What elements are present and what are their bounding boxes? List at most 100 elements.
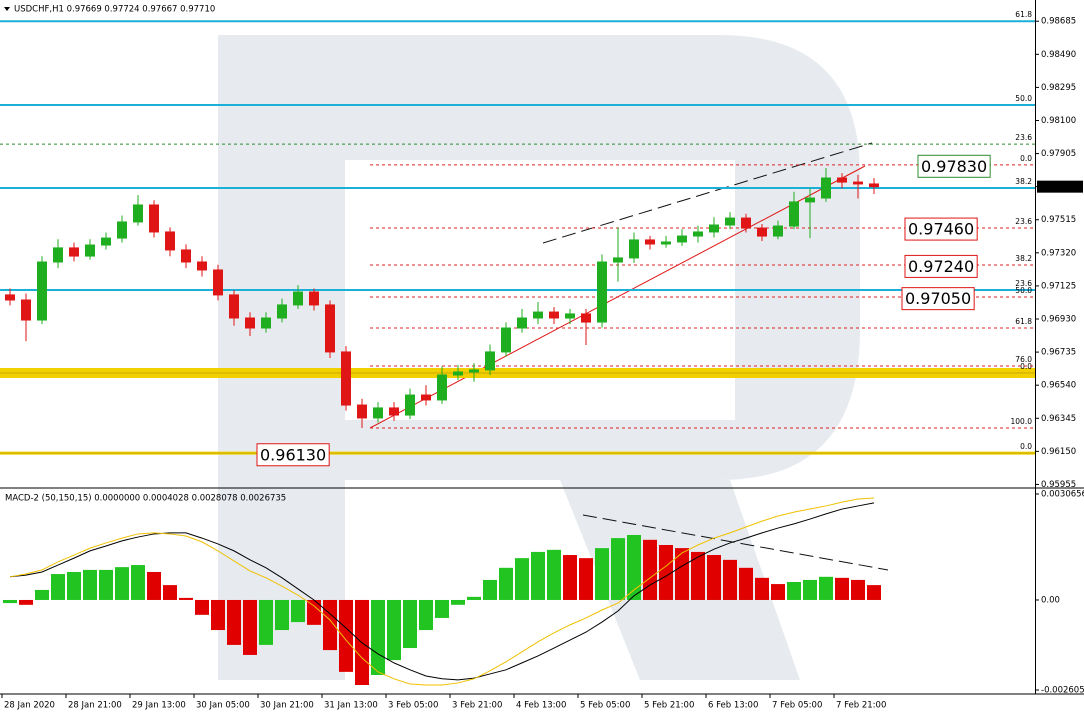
y-tick-label: 0.97905 <box>1041 149 1076 159</box>
y-tick-label: 0.97320 <box>1041 248 1076 258</box>
candle-body <box>629 239 639 259</box>
histogram-bar <box>211 599 225 631</box>
candle-body <box>533 311 543 319</box>
price-label-box <box>904 254 978 278</box>
histogram-bar <box>179 597 193 600</box>
fib-label: 23.6 <box>1015 279 1032 288</box>
y-tick-label: -0.002605 <box>1041 686 1084 696</box>
fib-label: 23.6 <box>1015 217 1032 226</box>
candle-body <box>53 247 63 263</box>
histogram-bar <box>499 567 513 600</box>
x-tick-label: 7 Feb 21:00 <box>836 701 886 711</box>
price-label: 0.97460 <box>908 220 974 239</box>
y-tick-label: 0.0030656 <box>1041 489 1084 499</box>
candle-body <box>309 291 319 306</box>
candle-body <box>597 261 607 323</box>
x-tick-label: 5 Feb 21:00 <box>644 701 694 711</box>
histogram-bar <box>563 555 577 600</box>
x-tick-label: 31 Jan 13:00 <box>324 701 378 711</box>
candle-body <box>149 204 159 233</box>
candle-body <box>869 183 879 188</box>
candle-body <box>229 294 239 319</box>
candle-body <box>453 371 463 376</box>
histogram-bar <box>99 569 113 600</box>
candle-body <box>837 177 847 183</box>
candle-body <box>517 317 527 329</box>
histogram-bar <box>531 551 545 600</box>
histogram-bar <box>627 534 641 600</box>
candle-body <box>213 269 223 296</box>
histogram-bar <box>835 577 849 600</box>
price-label-box <box>904 217 978 241</box>
y-tick-label: 0.96150 <box>1041 447 1076 457</box>
candle-body <box>645 239 655 245</box>
candle-body <box>197 261 207 271</box>
histogram-bar <box>115 567 129 600</box>
y-tick-label: 0.97710 <box>1041 182 1076 192</box>
price-label: 0.97240 <box>908 257 974 276</box>
y-tick-label: 0.97125 <box>1041 281 1076 291</box>
histogram-bar <box>147 571 161 600</box>
candle-body <box>741 217 751 229</box>
candle-body <box>5 294 15 301</box>
fib-label: 61.8 <box>1015 317 1032 326</box>
candle-body <box>661 241 671 245</box>
trend-line <box>542 142 873 244</box>
candle-body <box>165 231 175 251</box>
fib-label: 100.0 <box>1011 417 1033 426</box>
price-label: 0.97050 <box>905 289 971 308</box>
price-label-box <box>901 287 975 311</box>
fib-label: 76.0 <box>1015 355 1032 364</box>
fib-label: 0.0 <box>1020 154 1032 163</box>
histogram-bar <box>803 579 817 600</box>
menu-triangle <box>4 7 10 11</box>
fib-label: 38.2 <box>1015 254 1032 263</box>
candle-body <box>773 225 783 237</box>
y-tick-label: 0.00 <box>1041 595 1060 605</box>
histogram-bar <box>691 551 705 600</box>
x-tick-label: 30 Jan 21:00 <box>260 701 314 711</box>
candle-body <box>261 317 271 329</box>
y-tick-label: 0.96345 <box>1041 414 1076 424</box>
histogram-bar <box>755 577 769 600</box>
histogram-bar <box>643 539 657 600</box>
candle-body <box>373 407 383 419</box>
histogram-bar <box>371 599 385 675</box>
histogram-bar <box>851 579 865 600</box>
histogram-bar <box>435 599 449 618</box>
candle-body <box>181 249 191 263</box>
histogram-bar <box>467 596 481 600</box>
histogram-bar <box>595 548 609 600</box>
candle-body <box>293 291 303 306</box>
histogram-bar <box>787 581 801 600</box>
candle-body <box>133 204 143 223</box>
histogram-bar <box>163 585 177 600</box>
candle-body <box>325 304 335 353</box>
histogram-bar <box>51 574 65 600</box>
candle-body <box>549 311 559 319</box>
histogram-bar <box>675 548 689 600</box>
candle-body <box>117 221 127 239</box>
x-tick-label: 28 Jan 2020 <box>4 701 55 711</box>
histogram-bar <box>323 599 337 651</box>
x-tick-label: 5 Feb 05:00 <box>580 701 630 711</box>
candle-body <box>565 313 575 319</box>
histogram-bar <box>771 584 785 600</box>
candle-body <box>277 304 287 319</box>
y-tick-label: 0.98685 <box>1041 17 1076 27</box>
fib-label: 50.0 <box>1015 286 1032 295</box>
candle-body <box>821 177 831 199</box>
histogram-bar <box>131 565 145 600</box>
candle-body <box>613 257 623 263</box>
histogram-bar <box>195 599 209 615</box>
y-tick-label: 0.95955 <box>1041 480 1076 490</box>
histogram-bar <box>67 571 81 600</box>
y-tick-label: 0.98100 <box>1041 116 1076 126</box>
histogram-bar <box>83 569 97 600</box>
histogram-bar <box>483 579 497 600</box>
candle-body <box>421 394 431 401</box>
y-tick-label: 0.96540 <box>1041 381 1076 391</box>
indicator-line <box>9 497 875 686</box>
y-tick-label: 0.98490 <box>1041 50 1076 60</box>
